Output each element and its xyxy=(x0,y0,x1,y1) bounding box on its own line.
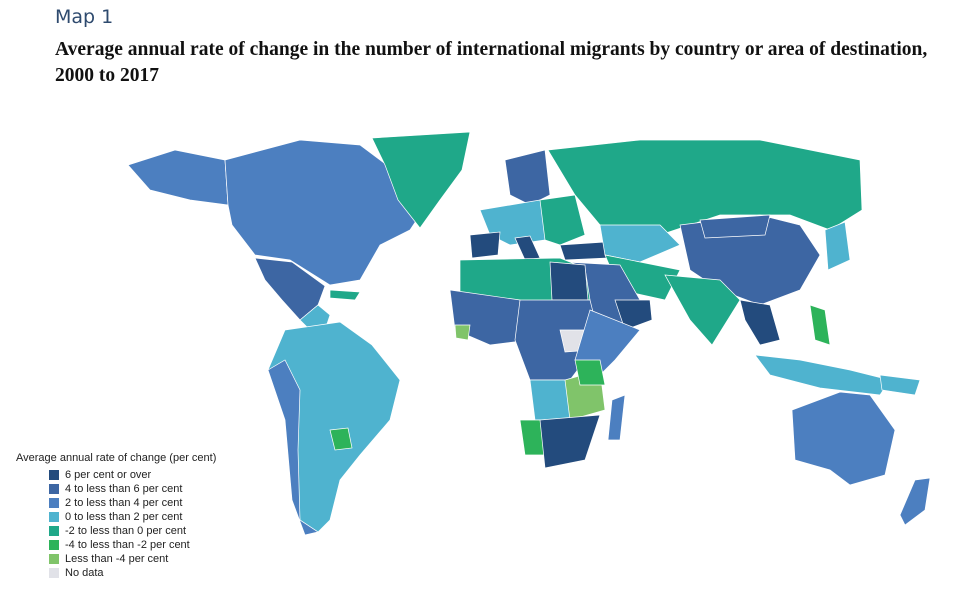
region-madagascar xyxy=(607,394,626,441)
legend-swatch xyxy=(49,526,59,536)
region-alaska xyxy=(127,149,229,206)
legend-item: -4 to less than -2 per cent xyxy=(49,538,216,552)
map-title: Average annual rate of change in the num… xyxy=(55,39,928,86)
legend-item: -2 to less than 0 per cent xyxy=(49,524,216,538)
legend-label: 2 to less than 4 per cent xyxy=(65,497,183,509)
region-andes xyxy=(267,359,319,536)
legend-swatch xyxy=(49,554,59,564)
region-iberia xyxy=(469,231,501,259)
region-kazakhstan xyxy=(599,224,681,263)
legend-label: -4 to less than -2 per cent xyxy=(65,539,190,551)
legend-label: 0 to less than 2 per cent xyxy=(65,511,183,523)
region-india xyxy=(664,274,741,346)
region-west-africa xyxy=(449,289,531,346)
legend-swatch xyxy=(49,540,59,550)
region-caribbean xyxy=(329,289,361,301)
region-canada-usa xyxy=(224,139,431,286)
region-tanzania xyxy=(574,359,606,386)
map-label: Map 1 xyxy=(55,6,114,28)
region-indonesia xyxy=(754,354,891,396)
legend-label: 4 to less than 6 per cent xyxy=(65,483,183,495)
legend-item: 0 to less than 2 per cent xyxy=(49,510,216,524)
region-mongolia xyxy=(699,214,771,239)
legend-item: 6 per cent or over xyxy=(49,468,216,482)
legend-item: Less than -4 per cent xyxy=(49,552,216,566)
legend-label: 6 per cent or over xyxy=(65,469,152,481)
region-gulf xyxy=(614,299,653,331)
region-russia xyxy=(547,139,863,236)
legend-swatch xyxy=(49,484,59,494)
region-papua xyxy=(879,374,921,396)
legend-swatch xyxy=(49,498,59,508)
region-sierra-leone xyxy=(454,324,471,341)
region-scandinavia xyxy=(504,149,551,206)
region-eastern-europe xyxy=(539,194,586,246)
region-greenland xyxy=(371,131,471,229)
legend-title: Average annual rate of change (per cent) xyxy=(16,452,217,464)
region-new-zealand xyxy=(899,477,931,526)
region-egypt xyxy=(549,261,589,301)
legend-label: Less than -4 per cent xyxy=(65,553,169,565)
legend-label: -2 to less than 0 per cent xyxy=(65,525,187,537)
region-australia xyxy=(791,391,896,486)
legend-swatch xyxy=(49,470,59,480)
legend-item: No data xyxy=(49,566,216,580)
region-paraguay xyxy=(329,427,353,451)
region-southeast-asia xyxy=(739,299,781,346)
region-italy xyxy=(514,235,541,261)
legend-item: 4 to less than 6 per cent xyxy=(49,482,216,496)
legend-swatch xyxy=(49,568,59,578)
legend: Average annual rate of change (per cent)… xyxy=(16,452,216,580)
legend-label: No data xyxy=(65,567,104,579)
region-south-africa xyxy=(539,414,601,469)
legend-item: 2 to less than 4 per cent xyxy=(49,496,216,510)
region-japan-korea xyxy=(824,221,851,271)
legend-swatch xyxy=(49,512,59,522)
region-turkey xyxy=(559,241,609,261)
region-angola xyxy=(529,379,571,421)
region-philippines xyxy=(809,304,831,346)
